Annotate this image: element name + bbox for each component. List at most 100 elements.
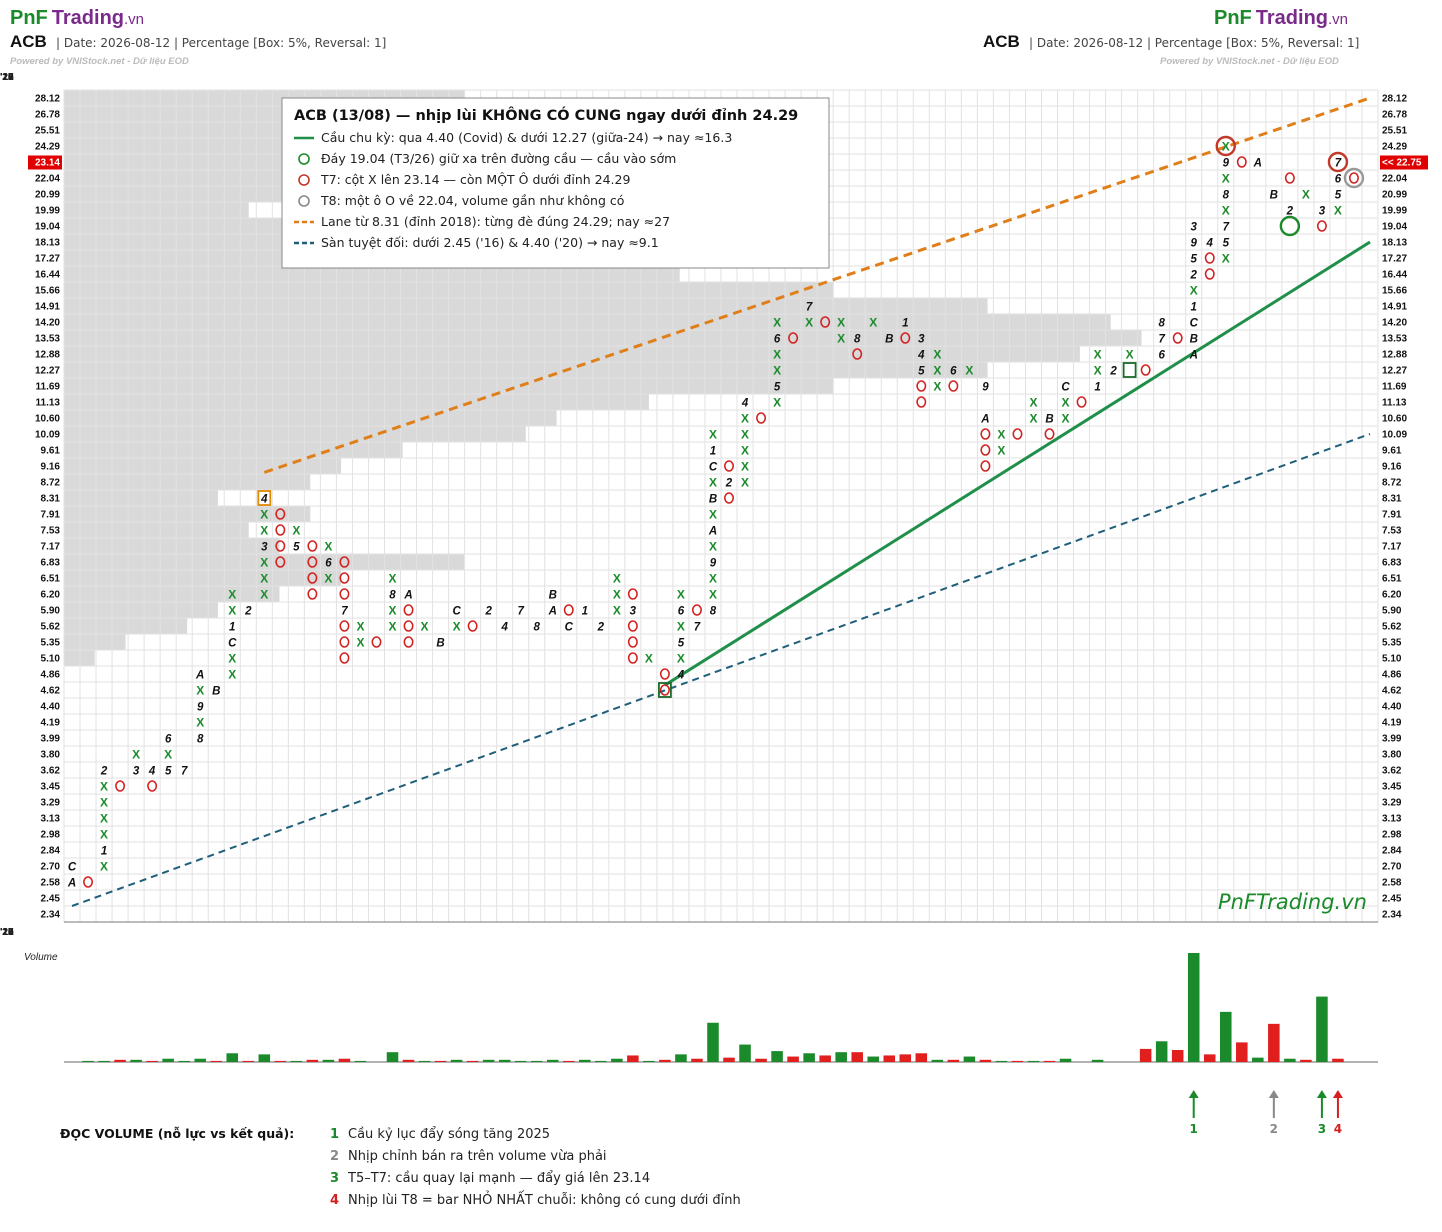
volume-bar [595, 1060, 607, 1062]
x-mark: X [1222, 252, 1230, 266]
brand-vn-left: .vn [124, 11, 144, 28]
last-price-left: 23.14 [35, 158, 60, 169]
o-mark [627, 620, 638, 632]
price-tick-right: 14.91 [1382, 302, 1407, 313]
month-marker: C [565, 622, 574, 634]
year-tick-top: '21 [0, 72, 14, 83]
o-mark [1044, 428, 1055, 440]
volume-arrow-head [1268, 1090, 1279, 1098]
last-price-left-box [28, 155, 62, 170]
volume-profile-bar [64, 314, 1111, 330]
price-tick-left: 8.31 [41, 494, 61, 505]
o-mark [403, 604, 414, 616]
highlight-box [257, 490, 272, 506]
x-mark: X [709, 476, 717, 490]
brand-logo-left: PnF Trading.vn [10, 7, 144, 29]
month-marker: 8 [197, 734, 204, 746]
price-tick-left: 17.27 [35, 254, 60, 265]
o-mark [275, 524, 286, 536]
volume-profile-bar [64, 362, 988, 378]
o-mark [1316, 220, 1327, 232]
info-left: | Date: 2026-08-12 | Percentage [Box: 5%… [56, 36, 386, 50]
volume-bar [178, 1060, 190, 1062]
price-tick-left: 4.19 [41, 718, 61, 729]
volume-bar [707, 1022, 719, 1062]
month-marker: C [709, 462, 718, 474]
volume-bar [1284, 1058, 1296, 1062]
price-tick-left: 10.09 [35, 430, 60, 441]
volume-bar [1155, 1041, 1168, 1062]
volume-profile-bar [64, 618, 188, 634]
month-marker: 6 [325, 558, 332, 570]
price-tick-left: 14.20 [35, 318, 60, 329]
month-marker: 7 [341, 606, 348, 618]
volume-bar [146, 1060, 158, 1062]
price-tick-left: 19.99 [35, 206, 60, 217]
price-tick-right: 14.20 [1382, 318, 1407, 329]
year-tick-bottom: '26 [0, 927, 14, 938]
volume-bar [1091, 1059, 1104, 1062]
year-tick-bottom: '19 [0, 927, 14, 938]
x-mark: X [356, 620, 364, 634]
year-tick-top: '25 [0, 72, 14, 83]
price-tick-right: 3.45 [1382, 782, 1402, 793]
month-marker: A [548, 606, 557, 618]
month-marker: 1 [229, 622, 235, 634]
year-tick-top: '26 [0, 72, 14, 83]
x-mark: X [324, 572, 332, 586]
volume-bar [162, 1058, 174, 1062]
highlight-box [1122, 362, 1137, 378]
volume-bar [418, 1060, 431, 1062]
price-tick-left: 6.20 [41, 590, 61, 601]
month-marker: 3 [1319, 206, 1326, 218]
price-tick-right: 3.99 [1382, 734, 1402, 745]
volume-arrow-label: 1 [1190, 1122, 1198, 1136]
volume-bar [915, 1053, 928, 1062]
volume-profile-bar [64, 538, 280, 554]
volume-bar [402, 1059, 415, 1062]
price-tick-right: 2.58 [1382, 878, 1402, 889]
x-mark: X [260, 524, 268, 538]
x-mark: X [773, 348, 781, 362]
o-mark [115, 780, 126, 792]
month-marker: 3 [133, 766, 140, 778]
volume-bar [643, 1060, 655, 1062]
price-tick-right: 2.98 [1382, 830, 1402, 841]
price-tick-right: 24.29 [1382, 142, 1407, 153]
x-mark: X [709, 540, 717, 554]
price-tick-left: 24.29 [35, 142, 60, 153]
volume-bar [1236, 1042, 1248, 1062]
price-tick-right: 7.17 [1382, 542, 1402, 553]
notes-list: 1 Cầu kỷ lục đẩy sóng tăng 2025 2 Nhịp chỉn… [330, 1127, 741, 1208]
o-mark [307, 588, 318, 600]
x-mark: X [869, 316, 877, 330]
x-mark: X [773, 364, 781, 378]
brand-trading-right: Trading [1256, 7, 1328, 29]
price-tick-left: 2.98 [41, 830, 61, 841]
month-marker: 9 [982, 382, 989, 394]
price-tick-left: 4.62 [41, 686, 61, 697]
month-marker: B [709, 494, 717, 506]
x-mark: X [741, 428, 749, 442]
year-tick-bottom: '22 [0, 927, 14, 938]
price-tick-left: 5.62 [41, 622, 61, 633]
x-mark: X [677, 620, 685, 634]
volume-bar [995, 1060, 1008, 1062]
month-marker: 8 [710, 606, 717, 618]
x-mark: X [965, 364, 973, 378]
price-tick-left: 3.99 [41, 734, 61, 745]
x-mark: X [613, 604, 621, 618]
volume-profile-bar [64, 330, 1142, 346]
x-mark: X [421, 620, 429, 634]
volume-bar [354, 1060, 367, 1062]
volume-bar [851, 1052, 863, 1062]
brand-pnf-right: PnF [1214, 7, 1252, 29]
brand-vn-right: .vn [1328, 11, 1348, 28]
highlight-circle [1215, 135, 1236, 157]
year-tick-bottom: '20 [0, 927, 14, 938]
volume-bar [450, 1059, 463, 1062]
volume-bar [627, 1055, 639, 1062]
note-text: T5–T7: cầu quay lại mạnh — đẩy giá lên 2… [347, 1171, 650, 1186]
price-tick-right: 6.83 [1382, 558, 1402, 569]
